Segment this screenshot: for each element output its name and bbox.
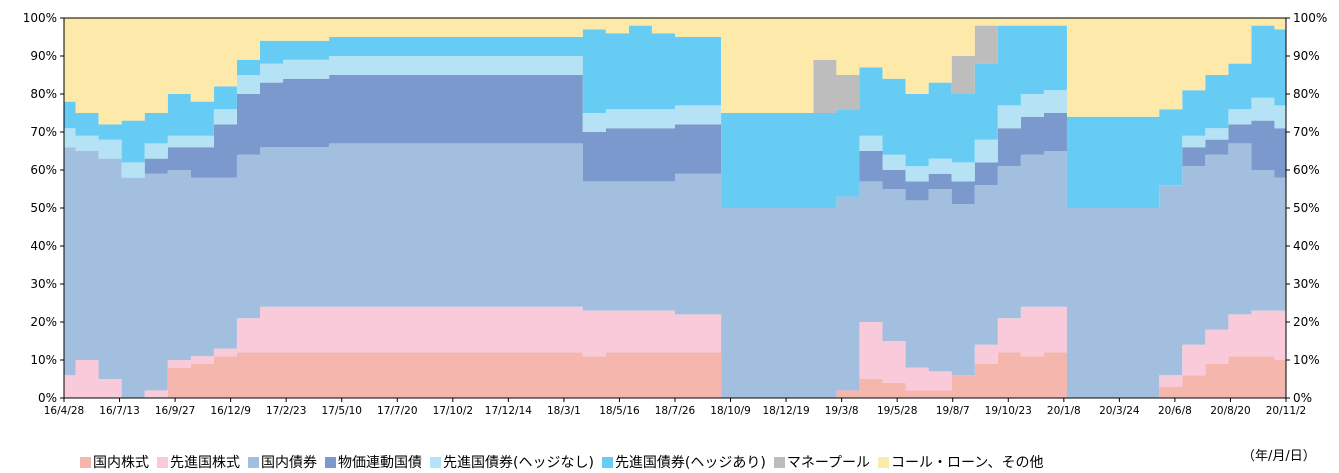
legend-swatch	[878, 456, 890, 468]
y-left-tick-label: 40%	[30, 239, 57, 253]
legend-swatch	[80, 456, 91, 468]
legend-item: 先進国債券(ヘッジあり)	[601, 452, 766, 472]
y-axis-left: 0% 10% 20% 30% 40% 50% 60% 70% 80% 90% 100%	[23, 11, 64, 405]
legend-swatch	[430, 456, 441, 468]
y-left-tick-label: 20%	[30, 315, 57, 329]
y-right-tick-label: 20%	[1293, 315, 1320, 329]
x-tick-label: 18/3/1	[547, 405, 581, 417]
area-series-7	[64, 18, 1286, 125]
x-axis: 16/4/28 16/7/13 16/9/27 16/12/9 17/2/23 17/5/…	[44, 398, 1306, 417]
y-right-tick-label: 70%	[1293, 125, 1320, 139]
x-tick-label: 17/10/2	[433, 405, 473, 417]
y-left-tick-label: 50%	[30, 201, 57, 215]
x-tick-label: 17/7/20	[377, 405, 417, 417]
x-tick-label: 18/7/26	[655, 405, 696, 417]
legend-label: 先進国債券(ヘッジなし)	[443, 455, 594, 471]
x-tick-label: 20/8/20	[1210, 405, 1250, 417]
area-series-6	[64, 25, 1286, 125]
x-unit-label: （年/月/日）	[1242, 449, 1316, 464]
x-tick-label: 17/5/10	[321, 405, 361, 417]
y-right-tick-label: 80%	[1293, 87, 1320, 101]
x-tick-label: 16/12/9	[210, 405, 250, 417]
y-right-tick-label: 50%	[1293, 201, 1320, 215]
x-tick-label: 16/7/13	[99, 405, 139, 417]
area-series-3	[64, 75, 1286, 208]
x-tick-label: 19/8/7	[936, 405, 970, 417]
legend-item: 先進国債券(ヘッジなし)	[430, 452, 594, 472]
x-tick-label: 18/5/16	[599, 405, 640, 417]
x-tick-label: 18/10/9	[710, 405, 750, 417]
legend-swatch	[248, 456, 259, 468]
y-left-tick-label: 100%	[23, 11, 57, 25]
legend-swatch	[157, 456, 168, 468]
legend-label: マネープール	[786, 455, 871, 471]
x-tick-label: 20/1/8	[1047, 405, 1081, 417]
legend-label: 国内債券	[261, 455, 317, 471]
legend-item: 国内株式	[80, 452, 149, 472]
x-tick-label: 18/12/19	[763, 405, 810, 417]
x-tick-label: 20/11/2	[1266, 405, 1306, 417]
y-right-tick-label: 40%	[1293, 239, 1320, 253]
x-tick-label: 20/6/8	[1158, 405, 1192, 417]
legend: 国内株式 先進国株式 国内債券 物価連動国債 先進国債券(ヘッジなし) 先進国債券(ヘッジ…	[80, 452, 1180, 472]
y-left-tick-label: 60%	[30, 163, 57, 177]
stacked-area-chart: 0% 10% 20% 30% 40% 50% 60% 70% 80% 90% 100% 0% 10% 2…	[23, 11, 1328, 417]
y-left-tick-label: 90%	[30, 49, 57, 63]
legend-label: 国内株式	[93, 455, 149, 471]
x-tick-label: 17/12/14	[485, 405, 532, 417]
x-tick-label: 17/2/23	[266, 405, 306, 417]
x-tick-label: 19/3/8	[825, 405, 859, 417]
x-tick-label: 16/9/27	[155, 405, 195, 417]
legend-item: 物価連動国債	[325, 452, 422, 472]
legend-label: 先進国株式	[170, 455, 240, 471]
legend-label: 物価連動国債	[338, 455, 422, 471]
legend-label: コール・ローン、その他	[891, 455, 1044, 471]
x-tick-label: 19/5/28	[877, 405, 917, 417]
y-left-tick-label: 70%	[30, 125, 57, 139]
area-series-5	[64, 25, 1286, 208]
y-right-tick-label: 60%	[1293, 163, 1320, 177]
y-axis-right: 0% 10% 20% 30% 40% 50% 60% 70% 80% 90% 100%	[1286, 11, 1327, 405]
area-series-2	[64, 143, 1286, 398]
legend-item: 国内債券	[248, 452, 317, 472]
y-right-tick-label: 30%	[1293, 277, 1320, 291]
y-right-tick-label: 0%	[1293, 391, 1312, 405]
x-tick-label: 19/10/23	[985, 405, 1032, 417]
y-left-tick-label: 30%	[30, 277, 57, 291]
legend-item: 先進国株式	[157, 452, 240, 472]
x-tick-label: 20/3/24	[1099, 405, 1140, 417]
y-left-tick-label: 0%	[38, 391, 57, 405]
plot-areas	[63, 17, 1287, 399]
y-right-tick-label: 90%	[1293, 49, 1320, 63]
legend-item: マネープール	[773, 452, 871, 472]
legend-swatch	[773, 456, 785, 468]
y-right-tick-label: 10%	[1293, 353, 1320, 367]
area-series-1	[64, 306, 1286, 398]
legend-swatch	[601, 456, 613, 468]
y-left-tick-label: 10%	[30, 353, 57, 367]
y-left-tick-label: 80%	[30, 87, 57, 101]
legend-swatch	[325, 456, 336, 468]
legend-label: 先進国債券(ヘッジあり)	[614, 455, 766, 471]
y-right-tick-label: 100%	[1293, 11, 1327, 25]
x-tick-label: 16/4/28	[44, 405, 84, 417]
legend-item: コール・ローン、その他	[878, 452, 1044, 472]
